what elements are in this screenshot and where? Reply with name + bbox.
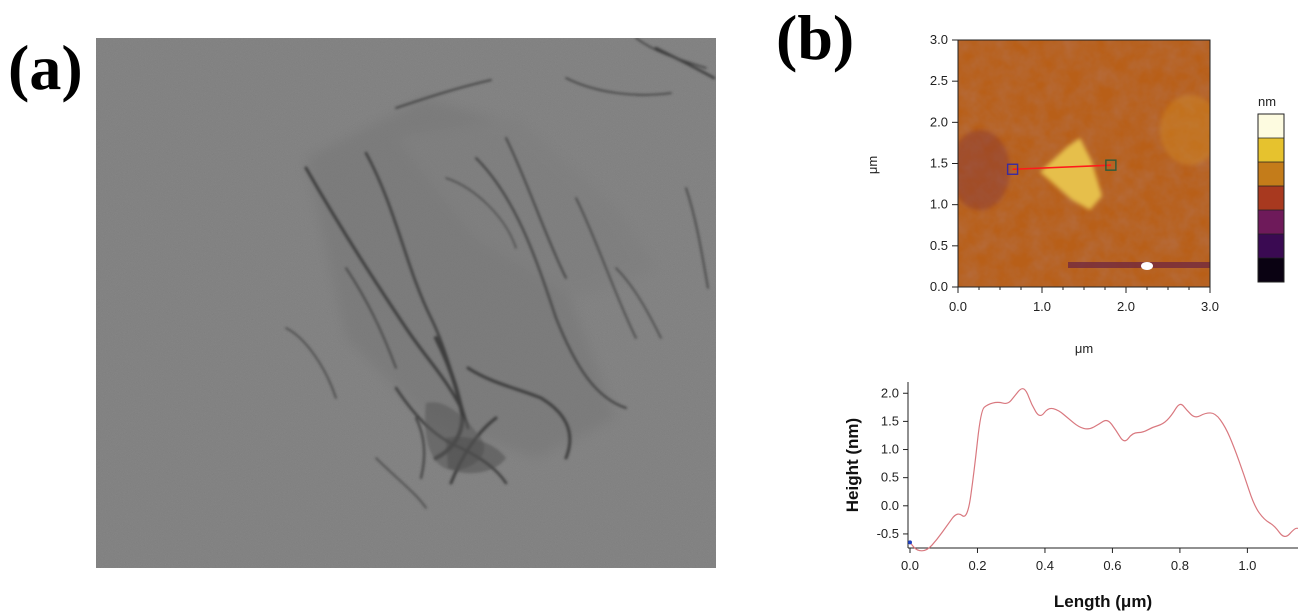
line-cut-start-marker (1006, 163, 1019, 175)
afm-x-axis: 0.0 1.0 2.0 3.0 (949, 287, 1219, 314)
afm-x-tick-label: 1.0 (1033, 299, 1051, 314)
profile-x-axis: 0.0 0.2 0.4 0.6 0.8 1.0 (901, 548, 1256, 573)
profile-y-tick-label: 2.0 (881, 385, 899, 400)
afm-y-tick-label: 0.0 (930, 279, 948, 294)
colorbar-segment (1258, 210, 1284, 235)
afm-image-plot: 0.0 1.0 2.0 3.0 0.0 0.5 1.0 1.5 2.0 2.5 3.0 μm μm… (865, 32, 1285, 356)
profile-y-tick-label: 1.0 (881, 442, 899, 457)
colorbar-segment (1258, 258, 1284, 283)
panel-label-a: (a) (8, 32, 83, 103)
profile-x-tick-label: 0.2 (968, 558, 986, 573)
panel-label-b: (b) (776, 2, 855, 73)
profile-x-tick-label: 0.0 (901, 558, 919, 573)
colorbar-segment (1258, 234, 1284, 259)
profile-series-line (909, 388, 1298, 552)
afm-y-tick-label: 2.5 (930, 73, 948, 88)
profile-y-tick-label: 0.5 (881, 470, 899, 485)
profile-y-tick-label: 0.0 (881, 498, 899, 513)
colorbar-segment (1258, 114, 1284, 139)
afm-y-axis-title: μm (865, 156, 880, 174)
colorbar-segment (1258, 162, 1284, 187)
colorbar (1257, 113, 1285, 283)
profile-x-tick-label: 0.8 (1171, 558, 1189, 573)
profile-y-axis: -0.5 0.0 0.5 1.0 1.5 2.0 (877, 385, 908, 541)
profile-y-tick-label: -0.5 (877, 526, 899, 541)
line-cut-path (1012, 164, 1111, 171)
profile-y-tick-label: 1.5 (881, 413, 899, 428)
colorbar-unit: nm (1258, 94, 1276, 109)
afm-y-tick-label: 1.5 (930, 156, 948, 171)
profile-x-tick-label: 0.4 (1036, 558, 1054, 573)
line-cut-end-marker (1105, 159, 1117, 171)
afm-x-tick-label: 2.0 (1117, 299, 1135, 314)
afm-line-cut (1006, 159, 1117, 175)
colorbar-segment (1258, 138, 1284, 163)
afm-y-tick-label: 1.0 (930, 197, 948, 212)
afm-y-tick-label: 0.5 (930, 238, 948, 253)
afm-y-tick-label: 3.0 (930, 32, 948, 47)
profile-x-tick-label: 1.0 (1238, 558, 1256, 573)
afm-x-tick-label: 0.0 (949, 299, 967, 314)
afm-y-axis: 0.0 0.5 1.0 1.5 2.0 2.5 3.0 (930, 32, 958, 294)
profile-start-marker (908, 540, 912, 545)
profile-x-tick-label: 0.6 (1103, 558, 1121, 573)
height-profile-chart: 0.0 0.2 0.4 0.6 0.8 1.0 -0.5 0.0 0.5 1.0 1.5 2.0 L… (843, 382, 1298, 611)
afm-x-axis-title: μm (1075, 341, 1093, 356)
afm-x-tick-label: 3.0 (1201, 299, 1219, 314)
tem-micrograph (96, 38, 716, 568)
profile-y-axis-title: Height (nm) (843, 418, 862, 512)
profile-x-axis-title: Length (μm) (1054, 592, 1152, 611)
colorbar-segment (1258, 186, 1284, 211)
colorbar-frame (1257, 113, 1285, 283)
afm-y-tick-label: 2.0 (930, 114, 948, 129)
